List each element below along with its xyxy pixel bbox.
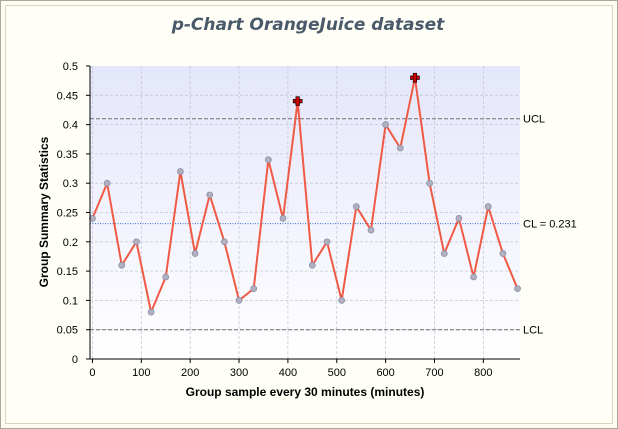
- grid: [90, 66, 520, 359]
- data-point: [118, 261, 126, 269]
- x-tick-label: 700: [425, 367, 443, 379]
- data-point: [162, 273, 170, 281]
- x-tick-label: 100: [132, 367, 150, 379]
- y-tick-label: 0.05: [57, 325, 78, 337]
- data-point: [440, 250, 448, 257]
- x-tick-label: 600: [376, 367, 394, 379]
- chart-title: p-Chart OrangeJuice dataset: [171, 15, 445, 35]
- y-tick-label: 0.35: [57, 149, 78, 161]
- y-axis-label: Group Summary Statistics: [37, 136, 51, 287]
- x-tick-label: 300: [230, 367, 248, 379]
- data-point: [177, 168, 184, 175]
- data-point: [426, 179, 433, 187]
- control-limits: UCL CL = 0.231 LCL: [90, 114, 577, 337]
- x-tick-label: 0: [89, 367, 95, 379]
- control-limit-label: CL = 0.231: [523, 219, 577, 231]
- data-point: [206, 191, 214, 199]
- data-point: [279, 215, 287, 222]
- data-point: [89, 215, 96, 222]
- y-tick-label: 0.15: [57, 266, 78, 278]
- y-tick-label: 0.4: [63, 120, 78, 132]
- y-tick-label: 0.45: [57, 90, 78, 102]
- y-tick-label: 0.25: [57, 208, 78, 220]
- series-line: [91, 76, 519, 314]
- x-tick-label: 200: [181, 367, 199, 379]
- data-point: [147, 308, 155, 316]
- data-point: [323, 238, 331, 246]
- data-point: [191, 250, 199, 257]
- control-limit-label: UCL: [523, 114, 545, 126]
- x-tick-label: 800: [474, 367, 492, 379]
- x-tick-label: 500: [328, 367, 346, 379]
- y-tick-label: 0.5: [63, 61, 78, 73]
- data-point: [103, 179, 111, 187]
- y-tick-label: 0.3: [63, 178, 78, 190]
- data-point: [367, 226, 375, 234]
- data-point: [499, 250, 507, 257]
- data-point: [382, 121, 389, 128]
- data-point: [352, 203, 360, 210]
- data-point: [470, 273, 477, 281]
- data-point: [338, 297, 345, 304]
- data-point: [514, 285, 521, 293]
- data-point: [455, 215, 463, 222]
- data-point: [308, 261, 316, 269]
- x-tick-label: 400: [279, 367, 297, 379]
- axes: 0 0.05 0.1 0.15 0.2 0.25 0.3 0.35 0.4 0.45 0.5 0 100…: [57, 61, 520, 379]
- out-of-control-marker-core: [413, 76, 417, 80]
- data-point: [484, 203, 492, 210]
- x-axis-label: Group sample every 30 minutes (minutes): [186, 385, 425, 399]
- out-of-control-marker-core: [296, 99, 300, 103]
- control-limit-label: LCL: [523, 325, 543, 337]
- series-layer: [89, 72, 521, 316]
- data-point: [133, 238, 140, 246]
- data-point: [265, 156, 272, 164]
- y-tick-label: 0: [72, 354, 78, 366]
- data-point: [250, 285, 258, 293]
- y-tick-label: 0.2: [63, 237, 78, 249]
- data-point: [221, 238, 228, 246]
- data-point: [396, 144, 404, 152]
- y-tick-label: 0.1: [63, 295, 78, 307]
- data-point: [235, 297, 243, 304]
